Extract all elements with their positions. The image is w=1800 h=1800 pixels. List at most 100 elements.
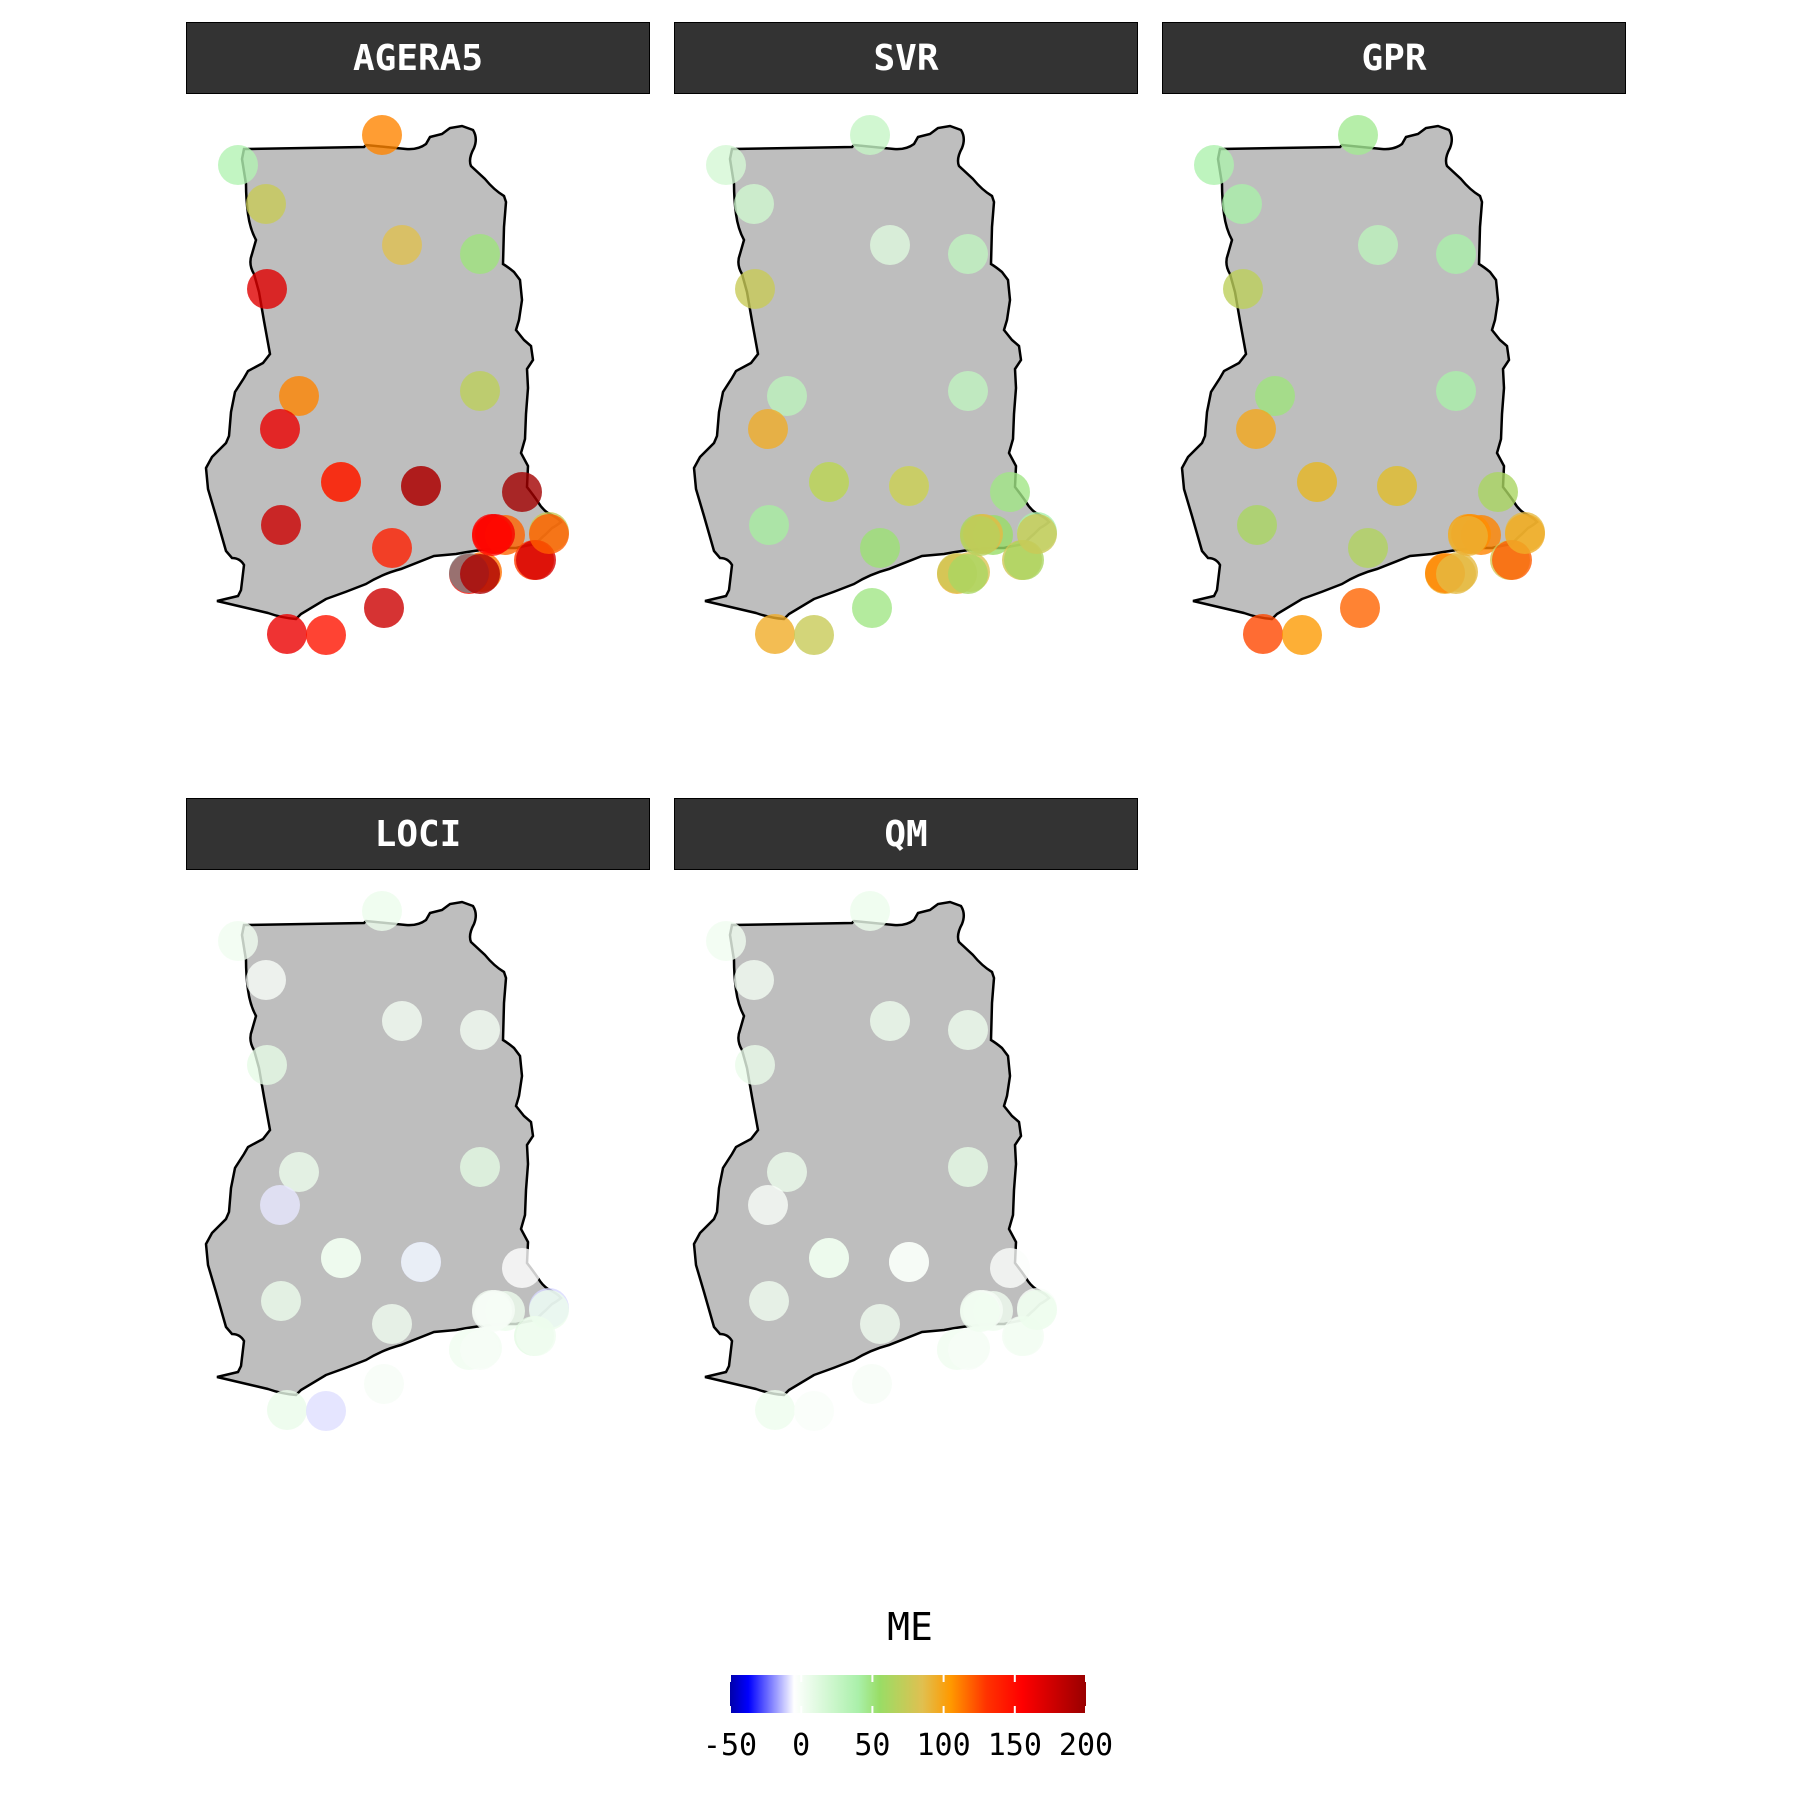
panel-qm: QM xyxy=(674,798,1138,1500)
ghana-map xyxy=(204,115,569,655)
station-marker xyxy=(1377,466,1417,506)
station-marker xyxy=(749,505,789,545)
ghana-map xyxy=(692,891,1057,1431)
station-marker xyxy=(247,1045,287,1085)
station-marker xyxy=(1338,115,1378,155)
station-marker xyxy=(372,1304,412,1344)
station-marker xyxy=(502,472,542,512)
station-marker xyxy=(1222,184,1262,224)
station-marker xyxy=(260,1185,300,1225)
station-marker xyxy=(850,115,890,155)
legend-tick-label: 50 xyxy=(854,1728,890,1763)
station-marker xyxy=(948,554,988,594)
station-marker xyxy=(1348,528,1388,568)
station-marker xyxy=(1017,1290,1057,1330)
station-marker xyxy=(246,184,286,224)
panel-title: SVR xyxy=(674,22,1138,94)
station-marker xyxy=(1236,409,1276,449)
station-marker xyxy=(460,1147,500,1187)
station-marker xyxy=(218,145,258,185)
station-marker xyxy=(460,1010,500,1050)
panel-title: QM xyxy=(674,798,1138,870)
station-marker xyxy=(734,184,774,224)
station-marker xyxy=(267,1390,307,1430)
station-marker xyxy=(362,115,402,155)
station-marker xyxy=(990,472,1030,512)
legend-tick-label: -50 xyxy=(703,1728,757,1763)
station-marker xyxy=(1243,614,1283,654)
station-marker xyxy=(734,960,774,1000)
station-marker xyxy=(860,1304,900,1344)
station-marker xyxy=(1282,615,1322,655)
legend-tick-label: 100 xyxy=(917,1728,971,1763)
station-marker xyxy=(755,1390,795,1430)
station-marker xyxy=(1358,225,1398,265)
station-marker xyxy=(1194,145,1234,185)
station-marker xyxy=(306,1391,346,1431)
station-marker xyxy=(870,1001,910,1041)
station-marker xyxy=(1017,514,1057,554)
station-marker xyxy=(1448,516,1488,556)
station-marker xyxy=(382,1001,422,1041)
station-marker xyxy=(889,466,929,506)
station-marker xyxy=(279,376,319,416)
station-marker xyxy=(306,615,346,655)
station-marker xyxy=(889,1242,929,1282)
station-marker xyxy=(364,588,404,628)
station-marker xyxy=(748,409,788,449)
station-marker xyxy=(735,1045,775,1085)
legend-tick-label: 150 xyxy=(988,1728,1042,1763)
station-marker xyxy=(321,462,361,502)
station-marker xyxy=(860,528,900,568)
panel-title: AGERA5 xyxy=(186,22,650,94)
station-marker xyxy=(267,614,307,654)
station-marker xyxy=(502,1248,542,1288)
station-marker xyxy=(948,1330,988,1370)
station-marker xyxy=(472,516,512,556)
ghana-map xyxy=(1180,115,1545,655)
station-marker xyxy=(247,269,287,309)
station-marker xyxy=(529,1290,569,1330)
station-marker xyxy=(1436,371,1476,411)
legend-tick-label: 0 xyxy=(792,1728,810,1763)
ghana-map xyxy=(204,891,569,1431)
station-marker xyxy=(706,145,746,185)
station-marker xyxy=(1223,269,1263,309)
station-marker xyxy=(948,1147,988,1187)
legend: ME -50 0 50 100 150 200 xyxy=(690,1605,1130,1765)
station-marker xyxy=(960,1292,1000,1332)
station-marker xyxy=(472,1292,512,1332)
station-marker xyxy=(1255,376,1295,416)
station-marker xyxy=(1436,554,1476,594)
station-marker xyxy=(1340,588,1380,628)
station-marker xyxy=(261,505,301,545)
station-marker xyxy=(401,466,441,506)
panel-agera5: AGERA5 xyxy=(186,22,650,724)
station-marker xyxy=(1505,514,1545,554)
station-marker xyxy=(948,234,988,274)
station-marker xyxy=(1436,234,1476,274)
station-marker xyxy=(852,588,892,628)
station-marker xyxy=(529,514,569,554)
station-marker xyxy=(948,1010,988,1050)
station-marker xyxy=(218,921,258,961)
station-marker xyxy=(870,225,910,265)
station-marker xyxy=(1237,505,1277,545)
legend-tick-label: 200 xyxy=(1059,1728,1113,1763)
panel-loci: LOCI xyxy=(186,798,650,1500)
station-marker xyxy=(948,371,988,411)
station-marker xyxy=(279,1152,319,1192)
panel-title: GPR xyxy=(1162,22,1626,94)
station-marker xyxy=(850,891,890,931)
station-marker xyxy=(382,225,422,265)
station-marker xyxy=(261,1281,301,1321)
station-marker xyxy=(372,528,412,568)
station-marker xyxy=(794,615,834,655)
ghana-map xyxy=(692,115,1057,655)
station-marker xyxy=(321,1238,361,1278)
station-marker xyxy=(364,1364,404,1404)
station-marker xyxy=(748,1185,788,1225)
station-marker xyxy=(460,371,500,411)
station-marker xyxy=(735,269,775,309)
station-marker xyxy=(706,921,746,961)
